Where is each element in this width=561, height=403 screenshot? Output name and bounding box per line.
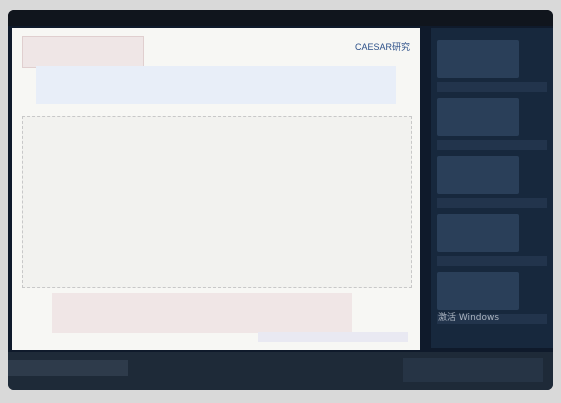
hospital-logo xyxy=(22,36,144,68)
slide-notes-area xyxy=(52,293,352,333)
chart-area xyxy=(22,116,412,288)
participant-tile[interactable] xyxy=(437,98,519,136)
participant-label xyxy=(437,314,547,324)
taskbar-search-input[interactable] xyxy=(8,360,128,376)
system-tray xyxy=(403,358,543,382)
slide-title-area xyxy=(36,66,396,104)
taskbar xyxy=(8,352,553,390)
participant-label xyxy=(437,140,547,150)
participant-tile[interactable] xyxy=(437,272,519,310)
meeting-sidebar xyxy=(431,28,553,348)
participant-tile[interactable] xyxy=(437,40,519,78)
citation-area xyxy=(258,332,408,342)
participant-tile[interactable] xyxy=(437,156,519,194)
participant-label xyxy=(437,256,547,266)
activation-watermark: 激活 Windows xyxy=(438,313,500,323)
screen: CAESAR研究 激活 Windows xyxy=(8,10,553,390)
participant-label xyxy=(437,198,547,208)
brand-text: CAESAR研究 xyxy=(354,42,410,52)
participant-label xyxy=(437,82,547,92)
window-title-strip xyxy=(8,10,553,26)
presentation-slide: CAESAR研究 xyxy=(12,28,420,350)
participant-tile[interactable] xyxy=(437,214,519,252)
slide-header: CAESAR研究 xyxy=(12,28,420,84)
